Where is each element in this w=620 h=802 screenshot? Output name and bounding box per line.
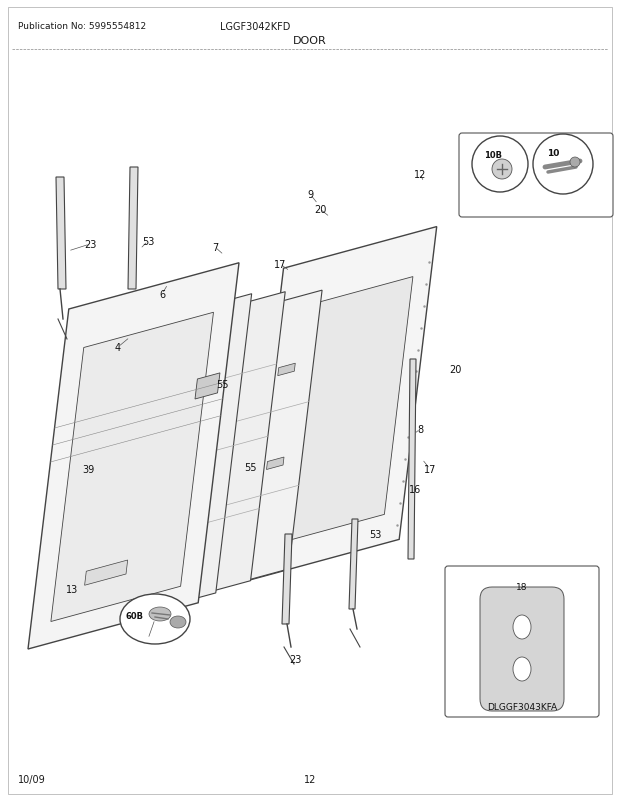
Polygon shape — [408, 359, 416, 559]
Text: 12: 12 — [414, 170, 426, 180]
Text: 10B: 10B — [484, 150, 502, 160]
Text: 4: 4 — [115, 342, 121, 353]
Text: 23: 23 — [289, 654, 301, 664]
Polygon shape — [349, 520, 358, 610]
Polygon shape — [28, 263, 239, 649]
Circle shape — [472, 137, 528, 192]
Text: 17: 17 — [274, 260, 286, 269]
Text: 10/09: 10/09 — [18, 774, 46, 784]
Polygon shape — [278, 364, 295, 376]
Polygon shape — [51, 313, 213, 622]
Ellipse shape — [513, 615, 531, 639]
Polygon shape — [246, 227, 436, 581]
Polygon shape — [84, 561, 128, 585]
Polygon shape — [195, 374, 220, 399]
Ellipse shape — [149, 607, 171, 622]
Polygon shape — [83, 294, 252, 630]
Text: DOOR: DOOR — [293, 36, 327, 46]
Text: 53: 53 — [142, 237, 154, 247]
Text: 18: 18 — [516, 583, 528, 592]
Polygon shape — [267, 457, 284, 470]
Text: 6: 6 — [159, 290, 165, 300]
Polygon shape — [268, 277, 413, 546]
FancyBboxPatch shape — [480, 587, 564, 711]
Text: 60B: 60B — [126, 612, 144, 621]
Text: 39: 39 — [82, 464, 94, 475]
Text: 23: 23 — [84, 240, 96, 249]
Text: 20: 20 — [449, 365, 461, 375]
FancyBboxPatch shape — [459, 134, 613, 217]
Ellipse shape — [513, 657, 531, 681]
Text: 13: 13 — [66, 585, 78, 594]
Polygon shape — [56, 178, 66, 290]
Polygon shape — [282, 534, 292, 624]
Text: 7: 7 — [212, 243, 218, 253]
Polygon shape — [178, 291, 322, 599]
FancyBboxPatch shape — [445, 566, 599, 717]
Text: 20: 20 — [314, 205, 326, 215]
Text: 8: 8 — [417, 424, 423, 435]
Ellipse shape — [120, 594, 190, 644]
Circle shape — [533, 135, 593, 195]
Text: 16: 16 — [409, 484, 421, 494]
Text: 10: 10 — [547, 148, 559, 157]
Circle shape — [570, 158, 580, 168]
Circle shape — [492, 160, 512, 180]
Polygon shape — [128, 168, 138, 290]
Text: 9: 9 — [307, 190, 313, 200]
Polygon shape — [185, 416, 206, 439]
Text: 12: 12 — [304, 774, 316, 784]
Text: 55: 55 — [244, 463, 256, 472]
Polygon shape — [128, 293, 285, 614]
Text: 17: 17 — [424, 464, 436, 475]
Ellipse shape — [170, 616, 186, 628]
Text: 55: 55 — [216, 379, 228, 390]
Text: Publication No: 5995554812: Publication No: 5995554812 — [18, 22, 146, 31]
Text: DLGGF3043KFA: DLGGF3043KFA — [487, 703, 557, 711]
Text: 53: 53 — [369, 529, 381, 539]
Text: LGGF3042KFD: LGGF3042KFD — [220, 22, 290, 32]
